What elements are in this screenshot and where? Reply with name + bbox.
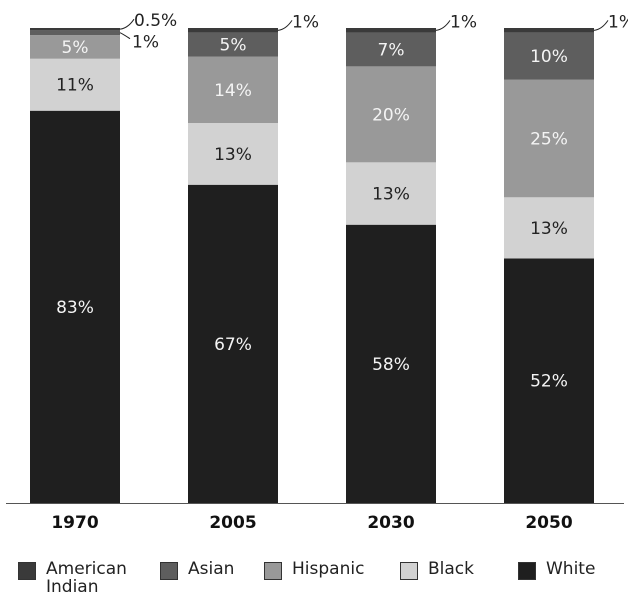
x-tick-label-2030: 2030 xyxy=(367,513,414,533)
bar-label-white-2050: 52% xyxy=(530,372,568,392)
bars-group: 83% 11% 5% 67% 13% 14% 5% 58% 13% 20% 7% 52% 13% 25% 1… xyxy=(30,28,594,504)
bar-label-asian-2050: 10% xyxy=(530,47,568,67)
legend-label-black: Black xyxy=(428,559,474,579)
bar-label-asian-2030: 7% xyxy=(378,41,405,61)
bar-label-white-2005: 67% xyxy=(214,335,252,355)
callout-label-american-indian-2030: 1% xyxy=(450,12,477,32)
callout-label-american-indian-2050: 1% xyxy=(608,12,628,32)
legend-item-white: White xyxy=(518,560,595,580)
legend: American Indian Asian Hispanic Black Whi… xyxy=(18,560,618,596)
legend-item-american-indian: American Indian xyxy=(18,560,127,596)
legend-label-asian: Asian xyxy=(188,559,235,579)
legend-item-hispanic: Hispanic xyxy=(264,560,364,580)
bar-segment-black-2005 xyxy=(188,123,278,185)
legend-swatch-black xyxy=(400,562,418,580)
bar-segment-asian-2050 xyxy=(504,32,594,80)
x-tick-label-1970: 1970 xyxy=(51,513,98,533)
x-tick-label-2005: 2005 xyxy=(209,513,256,533)
legend-swatch-american-indian xyxy=(18,562,36,580)
bar-segment-asian-1970 xyxy=(30,30,120,36)
bar-segment-hispanic-2005 xyxy=(188,56,278,123)
legend-swatch-hispanic xyxy=(264,562,282,580)
legend-label-white: White xyxy=(546,559,596,579)
bar-segment-black-1970 xyxy=(30,58,120,111)
bar-label-black-2005: 13% xyxy=(214,145,252,165)
callout-line-american-indian-1970 xyxy=(119,18,135,30)
bar-label-black-2030: 13% xyxy=(372,185,410,205)
callout-line-asian-1970 xyxy=(119,32,131,40)
callout-line-american-indian-2050 xyxy=(593,20,609,31)
bar-segment-american-indian-2005 xyxy=(188,28,278,33)
bar-segment-black-2030 xyxy=(346,162,436,225)
bar-segment-black-2050 xyxy=(504,197,594,259)
bar-label-white-1970: 83% xyxy=(56,298,94,318)
bar-segment-hispanic-2030 xyxy=(346,66,436,163)
bar-label-black-1970: 11% xyxy=(56,76,94,96)
callouts-group: 0.5%1%1%1%1% xyxy=(119,11,628,53)
legend-swatch-white xyxy=(518,562,536,580)
bar-segment-american-indian-2030 xyxy=(346,28,436,33)
bar-segment-asian-2030 xyxy=(346,32,436,67)
bar-segment-white-2005 xyxy=(188,184,278,503)
bar-label-white-2030: 58% xyxy=(372,355,410,375)
callout-line-american-indian-2030 xyxy=(435,20,451,31)
x-tick-labels-group: 1970 2005 2030 2050 xyxy=(51,513,572,533)
bar-segment-american-indian-2050 xyxy=(504,28,594,33)
bar-label-black-2050: 13% xyxy=(530,219,568,239)
bar-segment-asian-2005 xyxy=(188,32,278,57)
bar-segment-american-indian-1970 xyxy=(30,28,120,31)
legend-item-black: Black xyxy=(400,560,474,580)
callout-label-american-indian-2005: 1% xyxy=(292,12,319,32)
bar-segment-white-1970 xyxy=(30,110,120,504)
bar-segment-hispanic-1970 xyxy=(30,35,120,59)
legend-item-asian: Asian xyxy=(160,560,234,580)
bar-segment-white-2030 xyxy=(346,224,436,504)
legend-swatch-asian xyxy=(160,562,178,580)
legend-label-hispanic: Hispanic xyxy=(292,559,365,579)
bar-segment-hispanic-2050 xyxy=(504,79,594,198)
bar-label-hispanic-2030: 20% xyxy=(372,105,410,125)
bar-segment-white-2050 xyxy=(504,258,594,503)
callout-label-american-indian-1970: 0.5% xyxy=(134,11,177,31)
callout-label-asian-1970: 1% xyxy=(132,33,159,53)
bar-label-hispanic-2005: 14% xyxy=(214,81,252,101)
callout-line-american-indian-2005 xyxy=(277,20,293,31)
x-tick-label-2050: 2050 xyxy=(525,513,572,533)
bar-label-hispanic-1970: 5% xyxy=(62,38,89,58)
bar-label-asian-2005: 5% xyxy=(220,36,247,56)
legend-label-american-indian: American Indian xyxy=(46,559,127,597)
bar-label-hispanic-2050: 25% xyxy=(530,130,568,150)
